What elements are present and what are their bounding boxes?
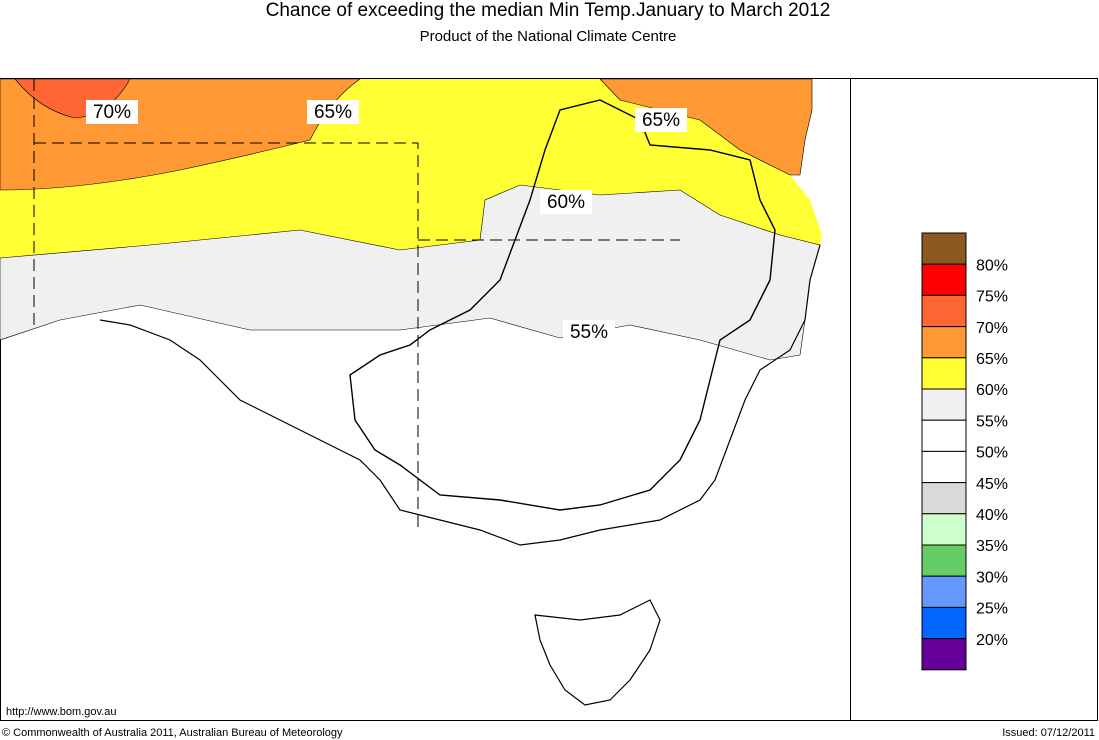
legend-label: 65% xyxy=(976,351,1008,368)
legend-label: 25% xyxy=(976,601,1008,618)
zone-60 xyxy=(0,79,822,258)
issued-date: Issued: 07/12/2011 xyxy=(1002,727,1095,739)
contour-label: 55% xyxy=(570,322,608,343)
legend-swatch xyxy=(921,263,967,296)
legend-swatch xyxy=(921,357,967,390)
contour-labels: 70% 65% 65% 60% 55% xyxy=(86,100,687,344)
legend-label: 50% xyxy=(976,445,1008,462)
zone-65-east xyxy=(599,78,813,176)
label-box xyxy=(86,100,138,124)
legend-swatch xyxy=(921,419,967,452)
legend-label: 60% xyxy=(976,382,1008,399)
tasmania xyxy=(534,599,661,706)
legend-swatch xyxy=(921,450,967,484)
contour-label: 60% xyxy=(547,192,585,213)
label-box xyxy=(307,100,359,124)
map xyxy=(0,78,822,706)
legend-label: 55% xyxy=(976,413,1008,430)
contour-label: 65% xyxy=(642,110,680,131)
title: Chance of exceeding the median Min Temp.… xyxy=(266,0,831,21)
legend-swatch xyxy=(921,232,967,265)
legend-label: 35% xyxy=(976,538,1008,555)
legend-swatch xyxy=(921,388,967,421)
legend: 80% 75% 70% 65% 60% 55% 50% 45% 40% 35% 30% 25% 20% xyxy=(921,232,1008,671)
legend-swatch xyxy=(921,544,967,577)
legend-label: 45% xyxy=(976,476,1008,493)
legend-swatch xyxy=(921,575,967,608)
coastline xyxy=(99,244,821,546)
legend-swatch xyxy=(921,513,967,546)
label-box xyxy=(540,190,592,214)
source-url: http://www.bom.gov.au xyxy=(6,706,116,718)
label-box xyxy=(635,108,687,132)
copyright: © Commonwealth of Australia 2011, Austra… xyxy=(2,727,343,739)
legend-label: 20% xyxy=(976,632,1008,649)
state-borders xyxy=(33,79,680,530)
basin-border xyxy=(349,99,776,511)
subtitle: Product of the National Climate Centre xyxy=(420,28,677,45)
legend-label: 75% xyxy=(976,289,1008,306)
label-box xyxy=(563,320,615,344)
legend-swatch xyxy=(921,294,967,328)
contour-label: 70% xyxy=(93,102,131,123)
legend-label: 70% xyxy=(976,320,1008,337)
legend-swatch xyxy=(921,326,967,359)
legend-swatch xyxy=(921,482,967,515)
legend-swatch xyxy=(921,606,967,640)
legend-label: 30% xyxy=(976,569,1008,586)
legend-label: 40% xyxy=(976,507,1008,524)
legend-swatch xyxy=(921,638,967,671)
contour-label: 65% xyxy=(314,102,352,123)
legend-label: 80% xyxy=(976,257,1008,274)
